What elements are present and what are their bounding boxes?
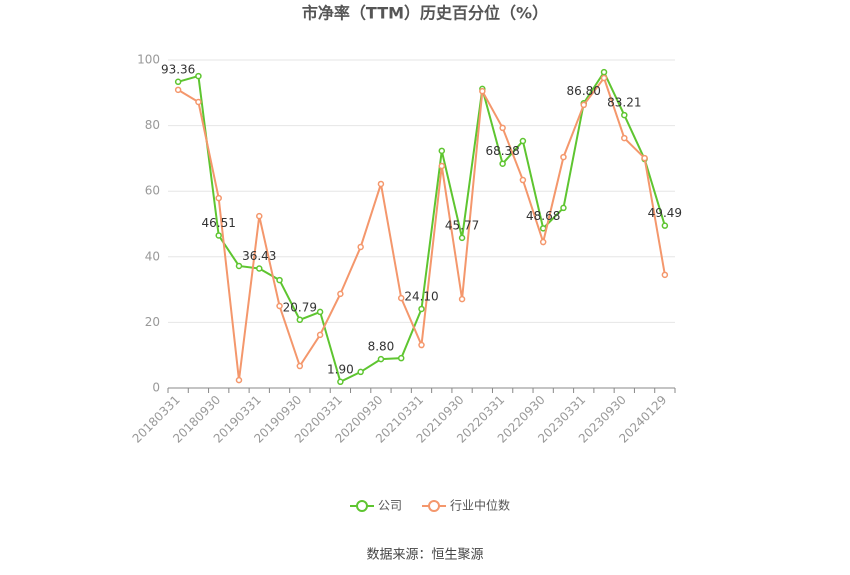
data-point [276,276,283,284]
y-tick-label: 20 [145,315,160,329]
data-point [418,341,425,349]
data-point [397,354,405,362]
data-point [560,204,567,212]
data-point [215,232,222,239]
data-point [560,153,567,161]
legend-marker [428,500,441,512]
data-label: 20.79 [283,300,317,314]
data-point [438,162,446,170]
data-point [621,111,628,119]
data-point [337,378,344,386]
data-point [377,180,385,188]
data-label: 46.51 [202,216,236,230]
data-point [539,225,547,232]
data-point [641,154,648,162]
legend-label: 公司 [378,499,402,513]
data-point [499,124,506,132]
data-label: 49.49 [648,206,682,220]
data-point [418,305,425,313]
source-note: 数据来源：恒生聚源 [366,548,483,563]
series-line [177,70,666,384]
data-point [256,212,263,220]
data-point [215,194,222,202]
data-point [174,86,182,94]
data-point [499,160,506,167]
data-point [539,238,547,246]
data-point [357,243,364,251]
data-point [174,78,182,86]
legend-item[interactable]: 行业中位数 [422,498,510,513]
data-point [357,368,364,376]
data-point [600,68,608,76]
data-point [458,295,466,303]
data-label: 45.77 [445,218,479,232]
data-point [397,294,405,302]
data-point [195,98,202,106]
data-point [276,302,283,310]
data-point [580,101,587,109]
data-point [438,147,446,155]
data-point [195,72,202,80]
data-point [519,176,527,184]
y-tick-label: 0 [152,381,160,395]
data-point [316,331,324,339]
data-point [661,222,669,229]
y-tick-label: 60 [145,184,160,198]
data-point [296,316,304,324]
series-line [177,75,666,381]
data-point [235,376,243,384]
legend-label: 行业中位数 [450,498,510,513]
data-label: 48.68 [526,209,560,223]
data-point [458,234,466,242]
data-label: 83.21 [607,96,641,110]
y-tick-label: 80 [145,118,160,132]
data-label: 93.36 [161,62,195,76]
data-point [296,362,304,370]
data-point [337,290,344,298]
data-point [316,308,324,316]
data-point [479,87,486,95]
legend-marker [356,500,368,512]
data-point [661,271,669,279]
data-label: 24.10 [404,289,438,303]
data-point [621,134,628,142]
data-label: 36.43 [242,249,276,263]
data-point [377,355,385,363]
data-label: 86.80 [567,84,601,98]
data-point [256,265,263,272]
data-point [600,74,608,82]
chart-title: 市净率（TTM）历史百分位（%） [302,4,548,23]
data-label: 68.38 [485,144,519,158]
y-tick-label: 40 [145,249,160,263]
data-label: 1.90 [327,362,354,376]
legend-item[interactable]: 公司 [350,499,402,513]
data-label: 8.80 [368,340,395,354]
y-tick-label: 100 [137,53,160,67]
data-point [519,137,527,145]
data-point [235,262,243,270]
